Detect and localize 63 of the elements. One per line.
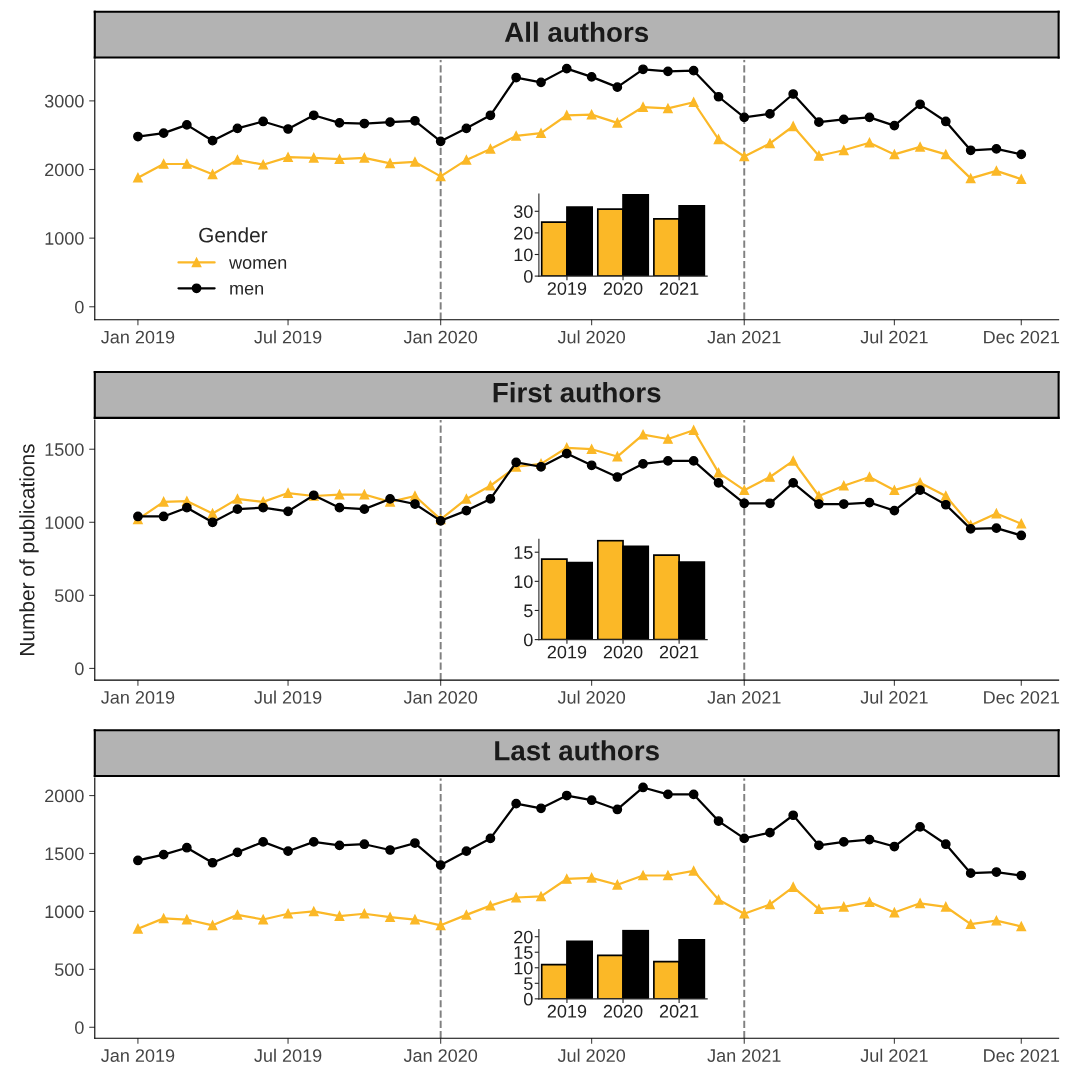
x-tick-label: Jul 2020: [557, 1048, 626, 1062]
y-tick-label: 1500: [45, 847, 84, 861]
chart-title: First authors: [493, 382, 661, 403]
y-tick-label: 10: [514, 575, 533, 589]
y-tick-label: 15: [514, 546, 533, 559]
x-tick-label: Jul 2019: [254, 330, 322, 344]
y-tick-label: 20: [514, 930, 533, 944]
y-axis-title: Number of publications: [19, 444, 39, 655]
x-tick-label: Dec 2021: [984, 691, 1060, 704]
chart-title: All authors: [504, 21, 649, 43]
y-tick-label: 1000: [45, 232, 84, 245]
x-tick-label: 2019: [547, 282, 587, 295]
y-tick-label: 1500: [45, 443, 84, 456]
x-tick-label: 2019: [547, 1004, 587, 1018]
y-tick-label: 5: [524, 604, 533, 618]
y-tick-label: 2000: [45, 163, 84, 177]
x-tick-label: Jul 2020: [557, 330, 626, 344]
y-tick-label: 20: [514, 226, 533, 240]
x-tick-label: 2019: [547, 645, 587, 659]
y-tick-label: 30: [513, 205, 533, 219]
y-tick-label: 3000: [44, 94, 84, 108]
x-tick-label: Dec 2021: [984, 330, 1060, 344]
y-tick-label: 1000: [45, 905, 84, 919]
x-tick-label: Jul 2021: [860, 690, 928, 704]
legend-label: women: [229, 259, 287, 269]
x-tick-label: 2020: [603, 282, 643, 295]
x-tick-label: Dec 2021: [984, 1049, 1060, 1062]
x-tick-label: Jan 2020: [403, 691, 478, 704]
x-tick-label: Jan 2020: [403, 330, 478, 344]
y-tick-label: 500: [54, 589, 84, 603]
x-tick-label: 2020: [603, 1004, 643, 1018]
x-tick-label: Jul 2020: [557, 690, 626, 704]
y-tick-label: 0: [75, 1021, 84, 1034]
x-tick-label: 2020: [603, 645, 643, 659]
y-tick-label: 0: [524, 992, 533, 1006]
x-tick-label: 2021: [659, 1004, 699, 1018]
x-tick-label: Jan 2020: [403, 1049, 478, 1062]
x-tick-label: Jul 2021: [860, 1048, 928, 1062]
x-tick-label: Jan 2019: [101, 330, 175, 344]
x-tick-label: Jan 2021: [707, 1049, 781, 1062]
legend-title: Gender: [199, 227, 268, 243]
x-tick-label: 2021: [659, 282, 699, 295]
chart-title: Last authors: [495, 740, 659, 761]
y-tick-label: 5: [524, 977, 533, 991]
y-tick-label: 1000: [45, 516, 84, 530]
y-tick-label: 10: [514, 248, 533, 262]
legend-label: men: [230, 284, 264, 295]
x-tick-label: Jan 2019: [101, 691, 175, 704]
y-tick-label: 2000: [45, 789, 84, 803]
x-tick-label: Jan 2021: [707, 691, 781, 704]
y-tick-label: 0: [524, 633, 533, 647]
y-tick-label: 0: [75, 662, 84, 676]
x-tick-label: 2021: [659, 645, 699, 659]
x-tick-label: Jul 2021: [860, 330, 928, 344]
x-tick-label: Jul 2019: [254, 1048, 322, 1062]
y-tick-label: 500: [54, 963, 84, 977]
x-tick-label: Jan 2021: [707, 330, 781, 344]
x-tick-label: Jan 2019: [101, 1049, 175, 1062]
y-tick-label: 10: [514, 961, 533, 975]
x-tick-label: Jul 2019: [254, 690, 322, 704]
y-tick-label: 0: [75, 300, 84, 314]
y-tick-label: 0: [524, 270, 533, 283]
y-tick-label: 15: [514, 946, 533, 959]
